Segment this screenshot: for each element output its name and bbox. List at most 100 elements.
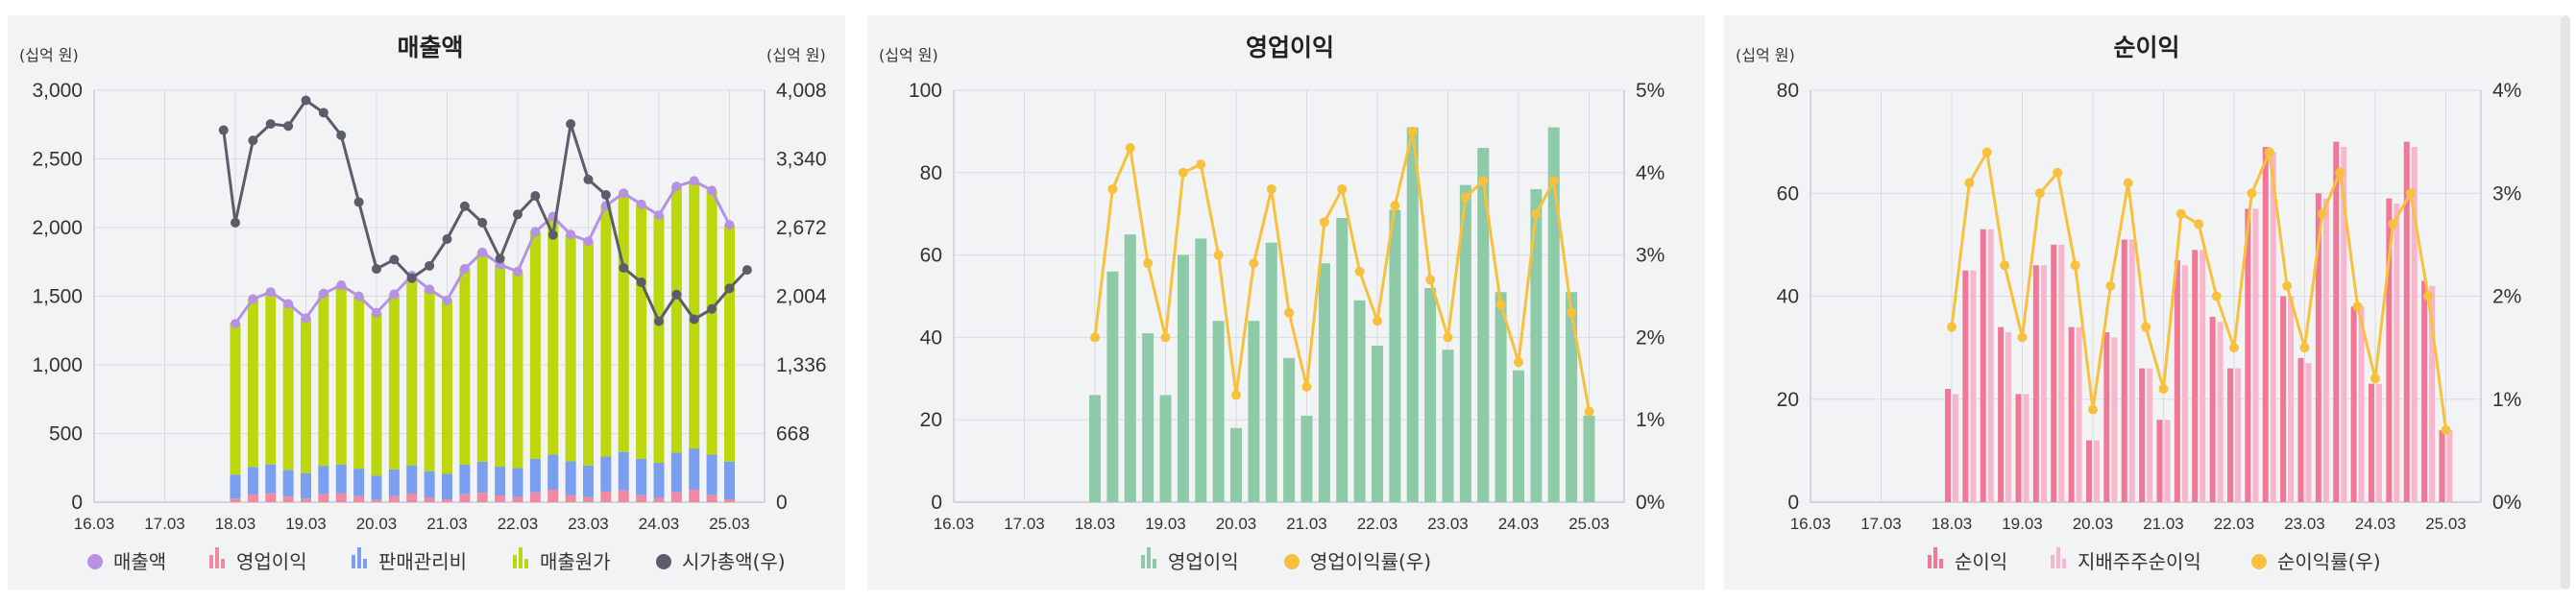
y-left-tick-label: 1,500 bbox=[32, 286, 83, 308]
net-margin-point bbox=[2229, 343, 2239, 353]
net-income-bar bbox=[2245, 208, 2251, 502]
op-profit-bar bbox=[600, 491, 612, 502]
cogs-bar bbox=[565, 234, 576, 462]
cogs-bar bbox=[706, 190, 717, 455]
parent-net-income-bar bbox=[2217, 322, 2224, 502]
y-right-tick-label: 4% bbox=[2492, 80, 2521, 102]
op-profit-bar bbox=[371, 499, 382, 502]
revenue-point bbox=[425, 284, 435, 295]
operating-profit-bar bbox=[1406, 127, 1419, 503]
op-profit-bar bbox=[265, 493, 277, 502]
cogs-bar bbox=[600, 205, 612, 457]
legend-marker-bar bbox=[1147, 547, 1151, 568]
sga-bar bbox=[301, 472, 311, 499]
parent-net-income-bar bbox=[2164, 420, 2171, 502]
net-margin-point bbox=[1981, 147, 1992, 157]
op-profit-bar bbox=[724, 498, 735, 502]
operating-margin-point bbox=[1567, 307, 1577, 318]
sga-bar bbox=[476, 461, 488, 494]
operating-margin-point bbox=[1319, 217, 1329, 228]
operating-profit-bar bbox=[1513, 370, 1524, 502]
sga-bar bbox=[442, 473, 452, 499]
net-margin-point bbox=[2388, 219, 2398, 229]
parent-net-income-bar bbox=[2411, 146, 2418, 503]
page-scrollbar[interactable] bbox=[2561, 15, 2570, 590]
legend-item: 영업이익 bbox=[1141, 547, 1239, 573]
legend-label: 순이익률(우) bbox=[2277, 550, 2381, 573]
net-margin-point bbox=[2247, 188, 2257, 199]
legend-marker-bar bbox=[1928, 555, 1932, 568]
cogs-bar bbox=[529, 231, 541, 459]
net-margin-point bbox=[2175, 208, 2186, 219]
parent-net-income-bar bbox=[2394, 203, 2400, 502]
operating-profit-bar bbox=[1459, 184, 1471, 503]
net-margin-point bbox=[2441, 424, 2451, 435]
net-income-bar bbox=[2032, 265, 2039, 502]
op-profit-bar bbox=[442, 498, 452, 502]
y-left-tick-label: 500 bbox=[49, 423, 83, 446]
sga-bar bbox=[495, 466, 506, 495]
cogs-bar bbox=[230, 324, 241, 475]
net-margin-point bbox=[2211, 291, 2222, 302]
chart-title: 영업이익 bbox=[1246, 34, 1334, 61]
legend-label: 지배주주순이익 bbox=[2078, 550, 2201, 573]
x-tick-label: 16.03 bbox=[1790, 515, 1832, 533]
operating-profit-bar bbox=[1089, 395, 1101, 502]
y-right-tick-label: 1% bbox=[2492, 389, 2521, 411]
operating-margin-point bbox=[1337, 183, 1348, 194]
op-profit-bar bbox=[247, 494, 258, 502]
x-tick-label: 20.03 bbox=[1216, 515, 1257, 533]
market-cap-point bbox=[741, 265, 752, 276]
net-income-bar bbox=[2068, 326, 2075, 502]
net-margin-point bbox=[2423, 291, 2434, 302]
operating-profit-bar bbox=[1195, 238, 1207, 502]
operating-profit-bar bbox=[1212, 321, 1225, 502]
legend-marker-bar bbox=[519, 547, 522, 568]
op-profit-bar bbox=[670, 492, 682, 502]
operating-profit-bar bbox=[1124, 234, 1136, 502]
parent-net-income-bar bbox=[2322, 198, 2329, 503]
legend-marker-circle bbox=[2251, 554, 2267, 569]
net-margin-point bbox=[2070, 260, 2080, 271]
legend-marker-circle bbox=[1284, 554, 1300, 569]
net-margin-point bbox=[2141, 322, 2151, 332]
x-tick-label: 22.03 bbox=[498, 515, 539, 533]
legend-marker-bar bbox=[1141, 555, 1145, 568]
operating-margin-point bbox=[1213, 250, 1224, 260]
op-profit-bar bbox=[653, 497, 665, 502]
op-profit-bar bbox=[318, 494, 329, 502]
op-profit-bar bbox=[689, 489, 700, 502]
operating-profit-bar bbox=[1230, 427, 1242, 502]
sga-bar bbox=[653, 462, 665, 498]
legend-marker-bar bbox=[363, 559, 367, 568]
parent-net-income-bar bbox=[2128, 239, 2135, 502]
revenue-point bbox=[459, 263, 470, 274]
cogs-bar bbox=[265, 292, 277, 465]
legend-item: 순이익 bbox=[1928, 547, 2007, 573]
sga-bar bbox=[353, 469, 365, 496]
net-income-bar bbox=[2350, 306, 2357, 502]
revenue-point bbox=[301, 313, 311, 324]
market-cap-point bbox=[425, 260, 435, 271]
parent-net-income-bar bbox=[2270, 152, 2276, 502]
net-income-bar bbox=[2121, 239, 2127, 502]
net-income-bar bbox=[2156, 420, 2163, 502]
operating-profit-bar bbox=[1336, 217, 1349, 503]
parent-net-income-bar bbox=[2235, 368, 2241, 502]
operating-margin-point bbox=[1196, 159, 1206, 170]
market-cap-point bbox=[619, 262, 629, 273]
revenue-point bbox=[636, 199, 646, 209]
sga-bar bbox=[706, 454, 717, 495]
sga-bar bbox=[388, 469, 400, 496]
revenue-point bbox=[389, 289, 400, 300]
legend-item: 판매관리비 bbox=[352, 547, 467, 573]
net-margin-point bbox=[2317, 208, 2327, 219]
operating-profit-bar bbox=[1389, 209, 1401, 502]
operating-margin-point bbox=[1231, 390, 1241, 400]
market-cap-point bbox=[301, 95, 311, 106]
operating-profit-bar bbox=[1353, 300, 1366, 502]
market-cap-point bbox=[707, 303, 717, 314]
parent-net-income-bar bbox=[2199, 250, 2206, 502]
sga-bar bbox=[512, 468, 523, 497]
net-income-bar bbox=[2315, 193, 2321, 502]
